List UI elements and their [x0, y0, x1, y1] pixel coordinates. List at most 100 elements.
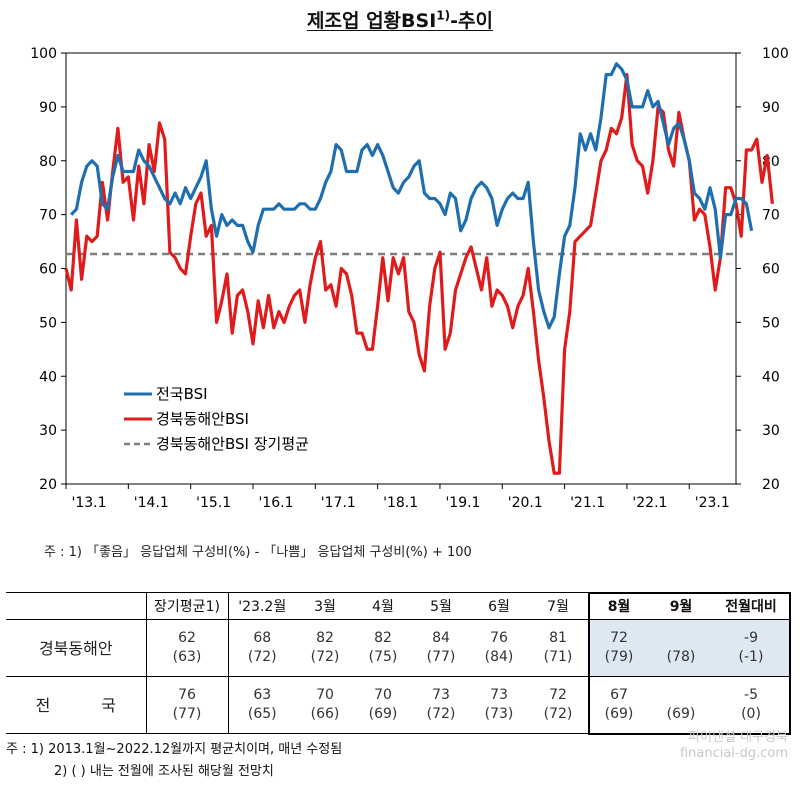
table-row: 전 국 76 (77) 63 (65) 70 (66) 70 (69) 73 (72) 73 (73) 7…: [6, 676, 790, 734]
footnote-1: 주 : 1) 2013.1월~2022.12월까지 평균치이며, 매년 수정됨: [6, 742, 343, 757]
x-tick-label: '21.1: [570, 495, 605, 511]
header-blank: [6, 592, 147, 620]
y-tick-label-right: 40: [762, 369, 780, 385]
header-month: 4월: [354, 592, 412, 620]
cell-forecast: (71): [543, 649, 573, 665]
x-tick-label: '15.1: [196, 495, 231, 511]
legend: 전국BSI 경북동해안BSI 경북동해안BSI 장기평균: [124, 385, 309, 453]
y-tick-label-left: 100: [30, 46, 57, 62]
legend-label: 경북동해안BSI: [156, 410, 249, 428]
cell-forecast: (63): [172, 649, 202, 665]
footnote-2: 2) ( ) 내는 전월에 조사된 해당월 전망치: [54, 764, 274, 779]
series-lines: [64, 62, 774, 475]
series-line-national: [70, 62, 754, 330]
x-tick-label: '14.1: [134, 495, 169, 511]
cell-actual: 70: [374, 687, 392, 703]
x-tick-label: '19.1: [445, 495, 480, 511]
table-row: 경북동해안 62 (63) 68 (72) 82 (72) 82 (75) 84 (77) 76 (84…: [6, 619, 790, 677]
table-cell: 70 (66): [296, 676, 354, 734]
cell-forecast: (84): [484, 649, 514, 665]
bsi-table: 장기평균1) '23.2월 3월 4월 5월 6월 7월 8월 9월 전월대비 …: [6, 592, 791, 735]
x-tick-label: '13.1: [71, 495, 106, 511]
cell-actual: 84: [432, 630, 450, 646]
table-cell: 81 (71): [528, 619, 588, 677]
y-tick-label-right: 90: [762, 100, 780, 116]
header-month: 7월: [528, 592, 588, 620]
table-cell: -9 (-1): [712, 619, 790, 677]
cell-actual: 62: [178, 630, 196, 646]
cell-actual: [650, 629, 712, 648]
cell-actual: [650, 686, 712, 705]
table-cell: 67 (69): [588, 676, 650, 734]
table-cell: -5 (0): [712, 676, 790, 734]
cell-actual: 63: [253, 687, 272, 703]
table-header-row: 장기평균1) '23.2월 3월 4월 5월 6월 7월 8월 9월 전월대비: [6, 592, 790, 620]
chart-title: 제조업 업황BSI1)-추이: [307, 8, 493, 32]
row-label: 전 국: [6, 676, 147, 734]
cell-forecast: (69): [666, 706, 696, 722]
table-cell: 68 (72): [228, 619, 296, 677]
y-tick-label-left: 50: [39, 315, 57, 331]
cell-forecast: (69): [604, 706, 634, 722]
table-cell: 72 (79): [588, 619, 650, 677]
y-tick-label-left: 80: [39, 154, 57, 170]
cell-forecast: (77): [172, 706, 202, 722]
cell-forecast: (77): [426, 649, 456, 665]
y-tick-label-left: 90: [39, 100, 57, 116]
cell-forecast: (-1): [738, 649, 764, 665]
cell-actual: 81: [549, 630, 567, 646]
cell-actual: 73: [432, 687, 450, 703]
watermark: 파이낸셜 대구경북 financial-dg.com: [679, 730, 788, 761]
table-cell: 62 (63): [146, 619, 229, 677]
table-cell: 73 (73): [470, 676, 528, 734]
header-month: 5월: [412, 592, 470, 620]
cell-actual: 82: [316, 630, 334, 646]
table-cell: 76 (84): [470, 619, 528, 677]
legend-label: 전국BSI: [156, 385, 208, 403]
y-tick-label-left: 40: [39, 369, 57, 385]
cell-actual: 67: [610, 687, 628, 703]
cell-forecast: (65): [247, 706, 277, 722]
cell-forecast: (72): [310, 649, 340, 665]
x-axis: '13.1 '14.1 '15.1 '16.1 '17.1 '18.1 '19.1 '20.1…: [65, 484, 730, 511]
cell-actual: 72: [549, 687, 567, 703]
cell-forecast: (78): [666, 649, 696, 665]
y-tick-label-right: 50: [762, 315, 780, 331]
cell-actual: -5: [744, 687, 758, 703]
series-line-gyeongbuk: [64, 72, 774, 475]
header-long-term-avg: 장기평균1): [146, 592, 229, 620]
y-tick-label-right: 30: [762, 423, 780, 439]
header-month-current: 8월: [588, 592, 650, 620]
x-tick-label: '20.1: [508, 495, 543, 511]
x-tick-label: '18.1: [383, 495, 418, 511]
cell-actual: 76: [178, 687, 196, 703]
table-cell: 84 (77): [412, 619, 470, 677]
cell-forecast: (66): [310, 706, 340, 722]
y-tick-label-left: 20: [39, 477, 57, 493]
table-cell: 73 (72): [412, 676, 470, 734]
cell-actual: 76: [490, 630, 508, 646]
cell-forecast: (79): [604, 649, 634, 665]
cell-forecast: (75): [368, 649, 398, 665]
table-cell: 76 (77): [146, 676, 229, 734]
y-tick-label-right: 60: [762, 262, 780, 278]
cell-forecast: (69): [368, 706, 398, 722]
cell-forecast: (72): [247, 649, 277, 665]
table-cell: 82 (72): [296, 619, 354, 677]
header-month-next: 9월: [650, 592, 712, 620]
cell-forecast: (0): [741, 706, 761, 722]
header-month: 6월: [470, 592, 528, 620]
table-cell: 70 (69): [354, 676, 412, 734]
header-month: '23.2월: [228, 592, 296, 620]
y-tick-label-left: 70: [39, 208, 57, 224]
chart-note: 주 : 1) 「좋음」 응답업체 구성비(%) - 「나쁨」 응답업체 구성비(…: [44, 545, 472, 560]
y-tick-label-right: 70: [762, 208, 780, 224]
header-mom-change: 전월대비: [712, 592, 790, 620]
y-tick-label-right: 100: [762, 46, 789, 62]
table-cell: 72 (72): [528, 676, 588, 734]
table-cell: 82 (75): [354, 619, 412, 677]
y-tick-label-left: 60: [39, 262, 57, 278]
row-label: 경북동해안: [6, 619, 147, 677]
cell-actual: -9: [744, 630, 758, 646]
